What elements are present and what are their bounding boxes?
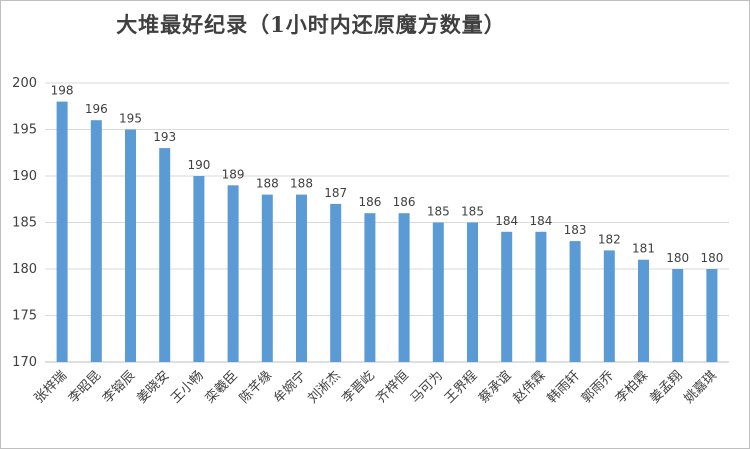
x-tick-label: 牟婉宁 — [270, 368, 309, 407]
bar — [364, 213, 376, 362]
axes: 170 175 180 185 190 195 200 — [12, 76, 729, 370]
x-tick-label: 刘淅杰 — [305, 368, 343, 406]
data-label: 190 — [187, 158, 210, 172]
bar — [193, 176, 205, 362]
bars — [56, 101, 718, 362]
x-tick-label: 韩雨轩 — [545, 368, 583, 406]
data-label: 184 — [495, 214, 518, 228]
bar — [159, 148, 171, 362]
bar — [56, 101, 68, 362]
data-label: 195 — [119, 112, 142, 126]
y-tick-label: 180 — [12, 262, 37, 277]
bar — [261, 194, 273, 362]
data-label: 193 — [153, 130, 176, 144]
x-tick-label: 王界程 — [442, 368, 480, 406]
category-labels: 张梓瑞李昭昆李镕辰姜晓安王小畅栾羲臣陈芊缘牟婉宁刘淅杰李晋屹齐梓恒马可为王界程蔡… — [32, 368, 720, 407]
data-label: 185 — [461, 205, 484, 219]
data-label: 185 — [427, 205, 450, 219]
data-label: 180 — [700, 251, 723, 265]
x-tick-label: 李柏霖 — [613, 368, 651, 406]
x-tick-label: 姚嘉琪 — [682, 368, 720, 406]
bar — [296, 194, 307, 362]
bar — [467, 222, 478, 362]
x-tick-label: 栾羲臣 — [202, 368, 241, 407]
bar — [125, 129, 136, 362]
x-tick-label: 李晋屹 — [340, 368, 378, 406]
y-tick-label: 200 — [12, 76, 37, 91]
x-tick-label: 马可为 — [408, 368, 446, 406]
x-tick-label: 陈芊缘 — [236, 368, 275, 407]
y-tick-label: 175 — [12, 309, 37, 324]
data-label: 181 — [632, 242, 655, 256]
bar — [672, 269, 684, 362]
x-tick-label: 姜晓安 — [134, 368, 172, 406]
y-tick-label: 190 — [12, 169, 37, 184]
x-tick-label: 李昭昆 — [66, 368, 104, 406]
y-tick-label: 195 — [12, 123, 37, 138]
data-label: 187 — [324, 186, 347, 200]
bar — [90, 120, 102, 362]
data-label: 188 — [256, 177, 279, 191]
y-tick-label: 170 — [12, 355, 37, 370]
bar — [398, 213, 410, 362]
bar — [638, 259, 649, 362]
x-tick-label: 蔡承谊 — [476, 368, 514, 406]
x-tick-label: 齐梓恒 — [373, 368, 412, 407]
bar — [569, 241, 581, 362]
data-labels: 198 196 195 193 190 189 188 188 187 186 186 185 185 1… — [51, 84, 724, 265]
x-tick-label: 张梓瑞 — [32, 368, 70, 406]
bar — [603, 250, 615, 362]
bar — [535, 231, 547, 362]
data-label: 184 — [529, 214, 552, 228]
data-label: 183 — [564, 223, 587, 237]
bar — [706, 269, 718, 362]
data-label: 198 — [51, 84, 74, 98]
data-label: 189 — [222, 167, 245, 181]
x-tick-label: 姜孟翔 — [647, 368, 685, 406]
gridlines — [45, 82, 729, 316]
data-label: 196 — [85, 102, 108, 116]
data-label: 188 — [290, 177, 313, 191]
data-label: 186 — [393, 195, 416, 209]
bar — [227, 185, 239, 362]
data-label: 186 — [358, 195, 381, 209]
x-tick-label: 李镕辰 — [100, 368, 138, 406]
bar — [501, 231, 513, 362]
x-tick-label: 赵伟霖 — [511, 368, 549, 406]
x-tick-label: 王小畅 — [169, 368, 207, 406]
data-label: 182 — [598, 232, 621, 246]
y-tick-label: 185 — [12, 216, 37, 231]
data-label: 180 — [666, 251, 689, 265]
bar — [432, 222, 444, 362]
chart-title: 大堆最好纪录（1小时内还原魔方数量） — [116, 12, 506, 37]
bar — [330, 203, 342, 362]
x-tick-label: 郭雨乔 — [578, 368, 617, 407]
